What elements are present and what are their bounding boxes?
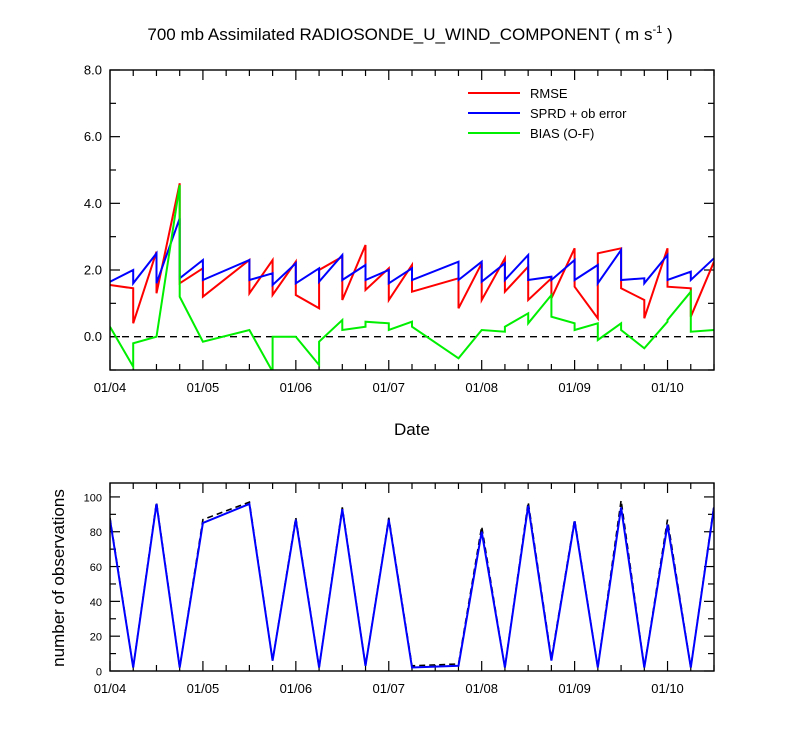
y-tick-label: 2.0: [84, 263, 102, 278]
x-tick-label: 01/08: [465, 380, 498, 395]
bottom-chart-panel: 01/04 01/05 01/06 01/07 01/08 01/09 01/10 0 20 40…: [84, 482, 715, 696]
x-tick-label: 01/07: [372, 681, 405, 696]
y-tick-label: 6.0: [84, 129, 102, 144]
y-tick-label: 0.0: [84, 329, 102, 344]
legend-label-rmse: RMSE: [530, 86, 568, 101]
x-tick-label: 01/04: [94, 380, 127, 395]
x-tick-label: 01/06: [280, 380, 313, 395]
top-chart-panel: 01/04 01/05 01/06 01/07 01/08 01/09 01/10 0.0 2.…: [84, 63, 715, 395]
y-tick-label: 40: [90, 597, 102, 609]
y-tick-label: 20: [90, 632, 102, 644]
y-tick-label: 60: [90, 562, 102, 574]
chart-legend: RMSE SPRD + ob error BIAS (O-F): [468, 86, 627, 141]
plot-frame: [109, 69, 715, 371]
top-x-axis-label: Date: [394, 420, 430, 439]
series-line-count: [110, 502, 714, 669]
bottom-y-axis-label: number of observations: [49, 489, 68, 667]
y-tick-label: 4.0: [84, 196, 102, 211]
x-tick-label: 01/09: [558, 681, 591, 696]
series-line-bias: [110, 184, 714, 370]
y-tick-label: 0: [96, 667, 102, 679]
chart-title: 700 mb Assimilated RADIOSONDE_U_WIND_COM…: [147, 24, 672, 44]
series-line-rmse: [110, 183, 714, 324]
x-tick-label: 01/04: [94, 681, 127, 696]
x-tick-label: 01/05: [187, 681, 220, 696]
legend-label-bias: BIAS (O-F): [530, 126, 594, 141]
chart-title-text: 700 mb Assimilated RADIOSONDE_U_WIND_COM…: [147, 25, 652, 44]
x-tick-label: 01/08: [465, 681, 498, 696]
x-tick-label: 01/09: [558, 380, 591, 395]
plot-frame: [109, 482, 715, 672]
x-tick-label: 01/10: [651, 380, 684, 395]
legend-label-sprd: SPRD + ob error: [530, 106, 627, 121]
series-line-sprd: [110, 217, 714, 288]
x-tick-label: 01/07: [372, 380, 405, 395]
y-tick-label: 100: [84, 492, 102, 504]
x-tick-label: 01/05: [187, 380, 220, 395]
chart-title-superscript: -1: [652, 24, 662, 36]
y-tick-label: 80: [90, 527, 102, 539]
x-tick-label: 01/06: [280, 681, 313, 696]
x-tick-label: 01/10: [651, 681, 684, 696]
chart-title-end: ): [662, 25, 672, 44]
y-tick-label: 8.0: [84, 63, 102, 78]
